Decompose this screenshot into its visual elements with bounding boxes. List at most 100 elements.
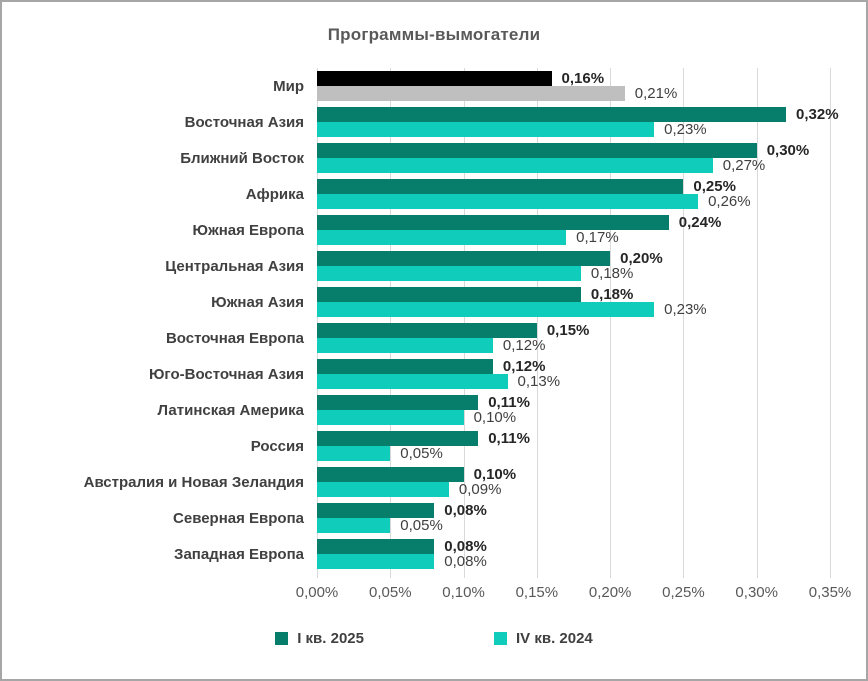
chart-row: Южная Европа 0,24% 0,17% xyxy=(192,212,830,248)
chart-row: Ближний Восток 0,30% 0,27% xyxy=(180,140,830,176)
value-label: 0,18% xyxy=(590,265,634,282)
bar-iv-kv-2024 xyxy=(317,446,391,461)
value-label: 0,12% xyxy=(502,358,546,375)
bar-iv-kv-2024 xyxy=(317,86,625,101)
x-axis: 0,00% 0,05% 0,10% 0,15% 0,20% 0,25% 0,30% 0,35% xyxy=(296,572,852,618)
value-label: 0,17% xyxy=(576,229,619,246)
value-label: 0,24% xyxy=(678,214,722,231)
value-label: 0,20% xyxy=(620,250,663,267)
x-axis-label: 0,35% xyxy=(808,584,852,601)
x-axis-label: 0,20% xyxy=(588,584,632,601)
bar-i-kv-2025 xyxy=(317,395,479,410)
x-axis-label: 0,30% xyxy=(735,584,778,601)
bar-i-kv-2025 xyxy=(317,323,537,338)
category-label: Восточная Азия xyxy=(184,113,304,131)
value-label: 0,32% xyxy=(796,106,839,123)
plot-area: Мир 0,16% 0,21% Восточная Азия 0,32% 0,23% Бли… xyxy=(84,68,839,578)
value-label: 0,10% xyxy=(473,409,517,426)
bar-i-kv-2025 xyxy=(317,539,435,554)
bar-iv-kv-2024 xyxy=(317,302,655,317)
value-label: 0,16% xyxy=(561,70,605,87)
x-axis-label: 0,10% xyxy=(442,584,485,601)
chart-row: Латинская Америка 0,11% 0,10% xyxy=(158,392,830,428)
category-label: Ближний Восток xyxy=(180,149,304,167)
bar-i-kv-2025 xyxy=(317,107,787,122)
chart-rows: Мир 0,16% 0,21% Восточная Азия 0,32% 0,23% Бли… xyxy=(84,68,839,572)
value-label: 0,18% xyxy=(590,286,634,303)
legend-item: I кв. 2025 xyxy=(275,630,364,647)
value-label: 0,13% xyxy=(517,373,561,390)
category-label: Восточная Европа xyxy=(165,329,304,347)
value-label: 0,11% xyxy=(488,394,530,411)
bar-iv-kv-2024 xyxy=(317,554,435,569)
legend-swatch-icon xyxy=(494,631,507,645)
bar-i-kv-2025 xyxy=(317,71,552,86)
value-label: 0,23% xyxy=(664,121,707,138)
value-label: 0,12% xyxy=(502,337,546,354)
gridline xyxy=(830,68,831,578)
x-axis-label: 0,25% xyxy=(662,584,705,601)
bar-iv-kv-2024 xyxy=(317,518,391,533)
legend: I кв. 2025 IV кв. 2024 xyxy=(2,624,866,652)
chart-row: Мир 0,16% 0,21% xyxy=(273,68,830,104)
bar-iv-kv-2024 xyxy=(317,158,713,173)
chart-row: Юго-Восточная Азия 0,12% 0,13% xyxy=(149,356,830,392)
x-axis-label: 0,05% xyxy=(369,584,412,601)
x-axis-label: 0,00% xyxy=(295,584,339,601)
category-label: Африка xyxy=(245,185,304,203)
bar-iv-kv-2024 xyxy=(317,338,493,353)
value-label: 0,21% xyxy=(634,85,678,102)
category-label: Северная Европа xyxy=(173,509,304,527)
value-label: 0,08% xyxy=(444,538,487,555)
bar-i-kv-2025 xyxy=(317,143,757,158)
chart-row: Африка 0,25% 0,26% xyxy=(246,176,830,212)
bar-i-kv-2025 xyxy=(317,359,493,374)
bar-i-kv-2025 xyxy=(317,179,684,194)
value-label: 0,10% xyxy=(473,466,517,483)
value-label: 0,08% xyxy=(444,553,487,570)
bar-iv-kv-2024 xyxy=(317,410,464,425)
legend-label: I кв. 2025 xyxy=(297,629,364,647)
bar-i-kv-2025 xyxy=(317,431,479,446)
category-label: Россия xyxy=(250,437,304,455)
bar-i-kv-2025 xyxy=(317,215,669,230)
legend-swatch-icon xyxy=(275,631,289,645)
title-area: Программы-вымогатели xyxy=(2,2,866,68)
bar-iv-kv-2024 xyxy=(317,122,655,137)
category-label: Юго-Восточная Азия xyxy=(148,365,304,383)
value-label: 0,11% xyxy=(488,430,530,447)
bar-i-kv-2025 xyxy=(317,503,435,518)
category-label: Южная Европа xyxy=(192,221,304,239)
value-label: 0,05% xyxy=(400,445,443,462)
bar-i-kv-2025 xyxy=(317,251,611,266)
chart-row: Восточная Азия 0,32% 0,23% xyxy=(185,104,839,140)
x-axis-label: 0,15% xyxy=(515,584,559,601)
value-label: 0,25% xyxy=(693,178,736,195)
category-label: Латинская Америка xyxy=(157,401,304,419)
legend-item: IV кв. 2024 xyxy=(494,630,593,647)
value-label: 0,05% xyxy=(400,517,443,534)
bar-iv-kv-2024 xyxy=(317,266,581,281)
bar-iv-kv-2024 xyxy=(317,374,508,389)
chart-row: Восточная Европа 0,15% 0,12% xyxy=(166,320,830,356)
chart-row: Россия 0,11% 0,05% xyxy=(251,428,830,464)
category-label: Центральная Азия xyxy=(165,257,304,275)
chart-row: Австралия и Новая Зеландия 0,10% 0,09% xyxy=(84,464,830,500)
value-label: 0,27% xyxy=(722,157,766,174)
chart-row: Северная Европа 0,08% 0,05% xyxy=(173,500,830,536)
value-label: 0,08% xyxy=(444,502,487,519)
category-label: Мир xyxy=(273,77,304,95)
chart-row: Центральная Азия 0,20% 0,18% xyxy=(165,248,830,284)
value-label: 0,23% xyxy=(664,301,707,318)
chart-row: Южная Азия 0,18% 0,23% xyxy=(211,284,830,320)
value-label: 0,26% xyxy=(708,193,751,210)
value-label: 0,30% xyxy=(766,142,810,159)
category-label: Южная Азия xyxy=(211,293,304,311)
bar-iv-kv-2024 xyxy=(317,194,699,209)
value-label: 0,09% xyxy=(458,481,502,498)
chart-title: Программы-вымогатели xyxy=(327,25,541,44)
value-label: 0,15% xyxy=(546,322,590,339)
bar-i-kv-2025 xyxy=(317,467,464,482)
category-label: Австралия и Новая Зеландия xyxy=(83,473,304,491)
